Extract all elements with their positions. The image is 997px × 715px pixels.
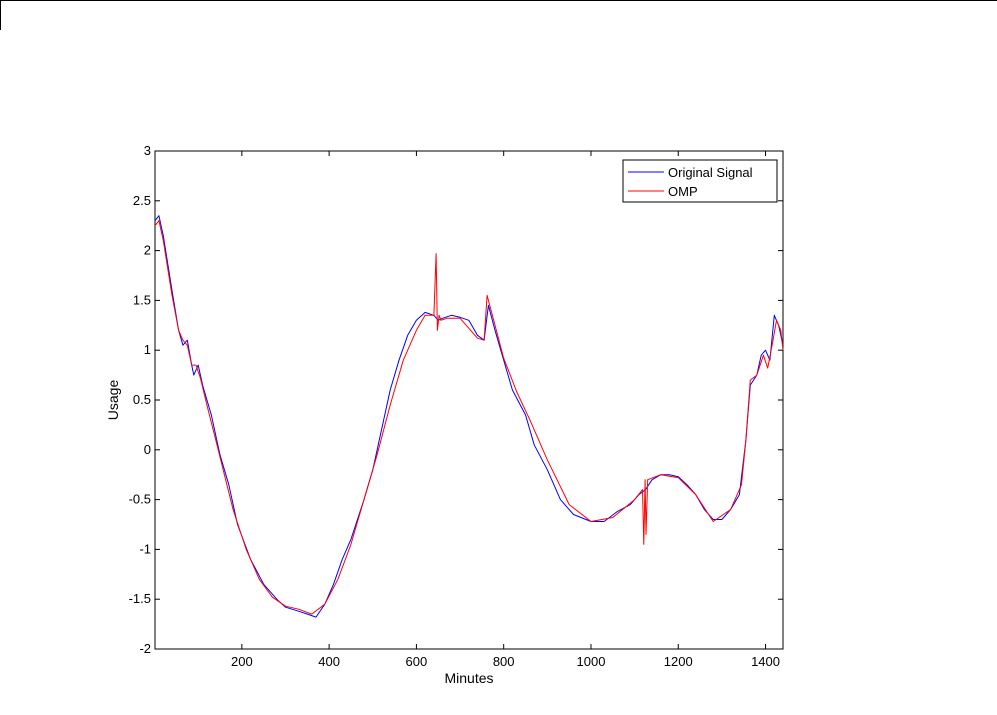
y-tick-label: 2 — [144, 243, 151, 258]
y-tick-label: -0.5 — [129, 492, 151, 507]
legend: Original Signal OMP — [622, 159, 778, 203]
legend-label-original-signal: Original Signal — [668, 165, 753, 180]
legend-label-omp: OMP — [668, 184, 698, 199]
y-tick-label: 2.5 — [133, 193, 151, 208]
x-axis-label: Minutes — [444, 670, 493, 686]
window-top-border — [0, 0, 997, 1]
series-line-omp — [154, 220, 784, 615]
y-axis-label: Usage — [105, 380, 121, 421]
tick-layer: 200 400 600 800 1000 1200 1400 -2 -1.5 -1 -0.5 0 0.5… — [129, 143, 783, 669]
y-tick-label: 0 — [144, 442, 151, 457]
window-left-border — [0, 0, 1, 30]
y-tick-label: 0.5 — [133, 392, 151, 407]
x-tick-label: 1200 — [664, 654, 693, 669]
y-tick-label: 1.5 — [133, 292, 151, 307]
legend-box — [622, 159, 778, 203]
series-layer — [154, 215, 784, 618]
x-tick-label: 1000 — [577, 654, 606, 669]
y-tick-label: 1 — [144, 342, 151, 357]
y-tick-label: -1 — [139, 541, 151, 556]
plot-area — [154, 150, 784, 650]
x-tick-label: 600 — [406, 654, 428, 669]
x-tick-label: 800 — [493, 654, 515, 669]
y-tick-label: -1.5 — [129, 591, 151, 606]
x-tick-label: 400 — [318, 654, 340, 669]
y-tick-label: -2 — [139, 641, 151, 656]
y-tick-label: 3 — [144, 143, 151, 158]
x-tick-label: 1400 — [751, 654, 780, 669]
x-tick-label: 200 — [231, 654, 253, 669]
